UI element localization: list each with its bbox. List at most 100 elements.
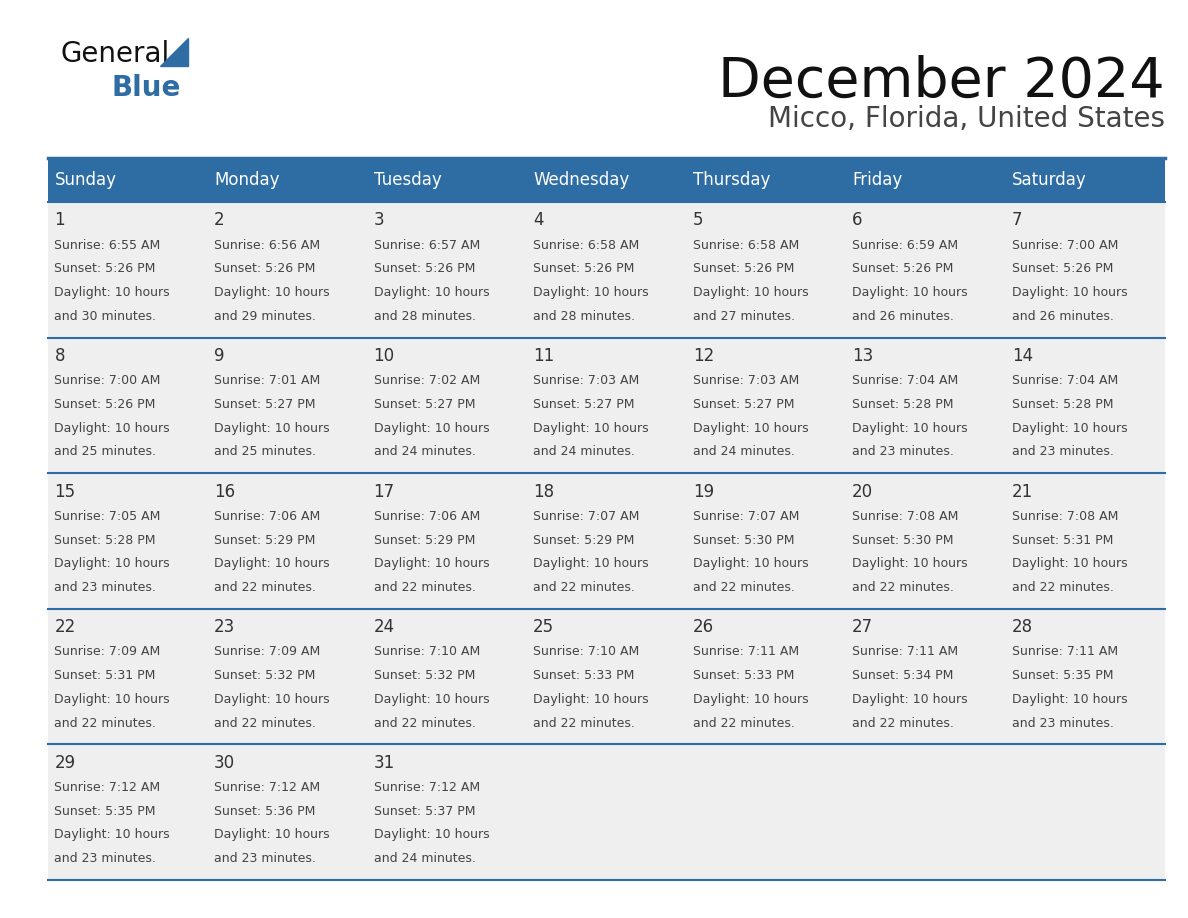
Text: and 28 minutes.: and 28 minutes. [373,309,475,323]
Text: and 23 minutes.: and 23 minutes. [214,852,316,865]
Text: Daylight: 10 hours: Daylight: 10 hours [852,557,968,570]
Text: and 24 minutes.: and 24 minutes. [373,445,475,458]
Text: Sunrise: 7:02 AM: Sunrise: 7:02 AM [373,375,480,387]
Text: Daylight: 10 hours: Daylight: 10 hours [533,557,649,570]
Text: Sunrise: 7:01 AM: Sunrise: 7:01 AM [214,375,321,387]
Text: Daylight: 10 hours: Daylight: 10 hours [693,693,808,706]
Text: 2: 2 [214,211,225,230]
Text: and 24 minutes.: and 24 minutes. [693,445,795,458]
Text: Sunrise: 7:06 AM: Sunrise: 7:06 AM [373,509,480,523]
Text: 31: 31 [373,754,394,772]
Text: Sunrise: 7:05 AM: Sunrise: 7:05 AM [55,509,160,523]
Text: 4: 4 [533,211,544,230]
Text: Sunset: 5:28 PM: Sunset: 5:28 PM [55,533,156,546]
Text: Daylight: 10 hours: Daylight: 10 hours [533,286,649,299]
Text: Sunset: 5:32 PM: Sunset: 5:32 PM [373,669,475,682]
Text: Sunrise: 7:03 AM: Sunrise: 7:03 AM [693,375,798,387]
Text: 1: 1 [55,211,65,230]
Text: Sunset: 5:29 PM: Sunset: 5:29 PM [214,533,315,546]
Text: Sunset: 5:26 PM: Sunset: 5:26 PM [1012,263,1113,275]
Text: Daylight: 10 hours: Daylight: 10 hours [55,421,170,434]
Text: Sunrise: 7:04 AM: Sunrise: 7:04 AM [852,375,959,387]
Text: and 22 minutes.: and 22 minutes. [55,717,157,730]
Text: 6: 6 [852,211,862,230]
Text: Sunrise: 7:00 AM: Sunrise: 7:00 AM [55,375,160,387]
Text: Sunrise: 7:11 AM: Sunrise: 7:11 AM [693,645,798,658]
Bar [48,158,1165,202]
Text: 29: 29 [55,754,76,772]
Bar [48,338,1165,473]
Text: 27: 27 [852,619,873,636]
Text: Sunset: 5:26 PM: Sunset: 5:26 PM [55,397,156,411]
Text: Daylight: 10 hours: Daylight: 10 hours [693,421,808,434]
Text: Daylight: 10 hours: Daylight: 10 hours [214,828,329,842]
Text: Daylight: 10 hours: Daylight: 10 hours [693,557,808,570]
Text: Sunset: 5:26 PM: Sunset: 5:26 PM [214,263,315,275]
Text: and 22 minutes.: and 22 minutes. [693,581,795,594]
Text: Tuesday: Tuesday [373,171,441,189]
Text: Sunset: 5:29 PM: Sunset: 5:29 PM [533,533,634,546]
Text: and 29 minutes.: and 29 minutes. [214,309,316,323]
Text: Sunrise: 6:57 AM: Sunrise: 6:57 AM [373,239,480,252]
Text: Sunset: 5:26 PM: Sunset: 5:26 PM [693,263,794,275]
Text: 10: 10 [373,347,394,365]
Text: Sunset: 5:26 PM: Sunset: 5:26 PM [852,263,954,275]
Text: Sunrise: 7:12 AM: Sunrise: 7:12 AM [55,781,160,794]
Polygon shape [160,38,188,66]
Text: Daylight: 10 hours: Daylight: 10 hours [1012,693,1127,706]
Bar [48,473,1165,609]
Text: Daylight: 10 hours: Daylight: 10 hours [214,693,329,706]
Text: Monday: Monday [214,171,279,189]
Text: Sunset: 5:35 PM: Sunset: 5:35 PM [55,805,156,818]
Text: Sunset: 5:30 PM: Sunset: 5:30 PM [852,533,954,546]
Text: 5: 5 [693,211,703,230]
Text: 19: 19 [693,483,714,500]
Text: Sunset: 5:27 PM: Sunset: 5:27 PM [693,397,794,411]
Text: Friday: Friday [852,171,903,189]
Text: and 22 minutes.: and 22 minutes. [214,581,316,594]
Text: Sunset: 5:31 PM: Sunset: 5:31 PM [55,669,156,682]
Text: and 23 minutes.: and 23 minutes. [55,852,157,865]
Text: Daylight: 10 hours: Daylight: 10 hours [214,557,329,570]
Text: Sunrise: 7:09 AM: Sunrise: 7:09 AM [55,645,160,658]
Text: Sunset: 5:28 PM: Sunset: 5:28 PM [1012,397,1113,411]
Text: Sunrise: 6:59 AM: Sunrise: 6:59 AM [852,239,959,252]
Text: 8: 8 [55,347,65,365]
Text: Sunrise: 7:12 AM: Sunrise: 7:12 AM [214,781,320,794]
Text: Daylight: 10 hours: Daylight: 10 hours [55,828,170,842]
Text: Sunrise: 7:07 AM: Sunrise: 7:07 AM [693,509,800,523]
Text: 14: 14 [1012,347,1032,365]
Text: Sunset: 5:36 PM: Sunset: 5:36 PM [214,805,315,818]
Text: 7: 7 [1012,211,1023,230]
Text: Sunrise: 6:58 AM: Sunrise: 6:58 AM [693,239,798,252]
Text: Thursday: Thursday [693,171,770,189]
Text: Sunset: 5:26 PM: Sunset: 5:26 PM [373,263,475,275]
Bar [48,202,1165,338]
Text: and 26 minutes.: and 26 minutes. [852,309,954,323]
Text: 21: 21 [1012,483,1034,500]
Text: Daylight: 10 hours: Daylight: 10 hours [1012,286,1127,299]
Text: Sunset: 5:32 PM: Sunset: 5:32 PM [214,669,315,682]
Text: Daylight: 10 hours: Daylight: 10 hours [373,828,489,842]
Text: Daylight: 10 hours: Daylight: 10 hours [852,421,968,434]
Text: Sunset: 5:27 PM: Sunset: 5:27 PM [533,397,634,411]
Text: Daylight: 10 hours: Daylight: 10 hours [852,286,968,299]
Text: Micco, Florida, United States: Micco, Florida, United States [767,105,1165,133]
Text: 20: 20 [852,483,873,500]
Text: 30: 30 [214,754,235,772]
Text: 22: 22 [55,619,76,636]
Text: and 30 minutes.: and 30 minutes. [55,309,157,323]
Text: Daylight: 10 hours: Daylight: 10 hours [214,421,329,434]
Text: and 23 minutes.: and 23 minutes. [1012,445,1113,458]
Text: Daylight: 10 hours: Daylight: 10 hours [533,693,649,706]
Text: Sunrise: 6:55 AM: Sunrise: 6:55 AM [55,239,160,252]
Text: 23: 23 [214,619,235,636]
Text: Sunrise: 6:56 AM: Sunrise: 6:56 AM [214,239,320,252]
Text: 13: 13 [852,347,873,365]
Text: Sunrise: 7:00 AM: Sunrise: 7:00 AM [1012,239,1118,252]
Text: Wednesday: Wednesday [533,171,630,189]
Text: and 24 minutes.: and 24 minutes. [373,852,475,865]
Text: Sunrise: 7:10 AM: Sunrise: 7:10 AM [373,645,480,658]
Text: Daylight: 10 hours: Daylight: 10 hours [55,557,170,570]
Text: and 22 minutes.: and 22 minutes. [852,717,954,730]
